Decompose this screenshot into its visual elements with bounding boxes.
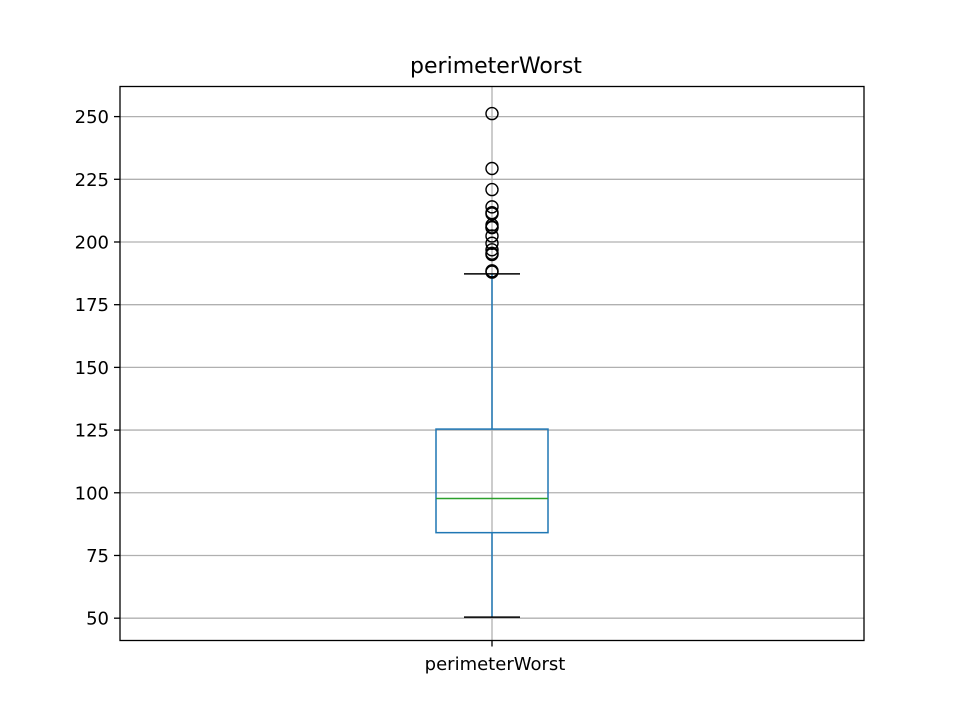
outlier-point — [485, 265, 499, 279]
x-tick-label: perimeterWorst — [425, 654, 566, 675]
outlier-point — [485, 200, 499, 214]
y-tick-label: 50 — [86, 609, 109, 630]
y-tick-label: 75 — [86, 546, 109, 567]
y-tick-label: 225 — [75, 170, 109, 191]
axis-layer: 50 75 100 125 150 175 200 225 250 perimeterWorst — [75, 107, 566, 675]
outlier-point — [485, 106, 499, 121]
y-tick-label: 175 — [75, 295, 109, 316]
outlier-point — [485, 182, 499, 197]
chart-title: perimeterWorst — [410, 54, 582, 79]
outlier-point — [485, 247, 499, 262]
y-tick-label: 150 — [75, 358, 109, 379]
outlier-point — [485, 207, 499, 221]
iqr-box — [435, 428, 549, 534]
y-tick-label: 125 — [75, 421, 109, 442]
outlier-point — [485, 236, 499, 250]
y-tick-label: 200 — [75, 232, 109, 253]
plot-frame — [119, 85, 865, 642]
box-layer — [435, 106, 549, 618]
y-tick-label: 100 — [75, 483, 109, 504]
y-tick-label: 250 — [75, 107, 109, 128]
outlier-point — [485, 161, 499, 176]
outlier-point — [485, 243, 499, 257]
outlier-point — [485, 229, 499, 243]
outlier-point — [485, 220, 499, 235]
